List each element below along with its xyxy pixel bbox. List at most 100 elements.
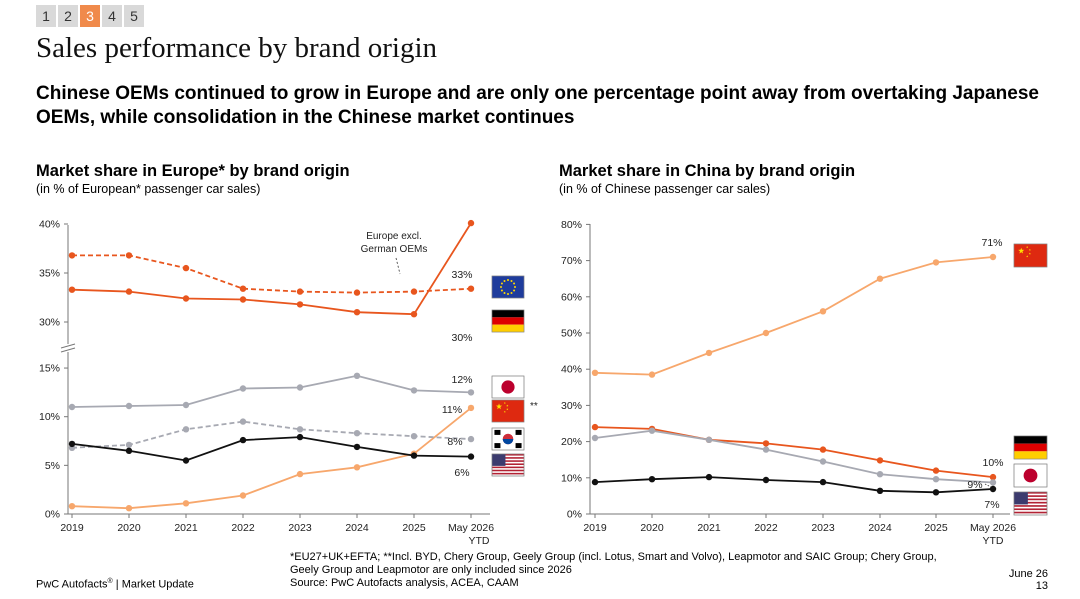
europe-point-japan-4 [296,384,304,391]
europe-end-label-usa: 6% [454,467,469,479]
europe-point-europe-excl-german-oems-7 [467,285,475,292]
europe-end-label-europe-excl-german-oems: 33% [451,269,472,281]
china-x-label-2025: 2025 [924,522,948,534]
europe-end-label-china: 11% [442,404,462,416]
brand-registered-mark: ® [107,578,113,585]
page-3-button[interactable]: 3 [80,5,100,27]
china-point-china-2 [705,349,713,357]
europe-y-tick-label-35: 35% [39,268,60,280]
europe-point-europe-excl-german-oems-5 [353,289,361,296]
footnote-source: Source: PwC Autofacts analysis, ACEA, CA… [290,577,519,589]
europe-x-label-2023: 2023 [288,522,312,534]
brand-name: PwC Autofacts [36,578,108,591]
china-point-china-0 [591,369,599,376]
china-series-line-japan [594,429,994,484]
flag-kr-icon [491,427,525,451]
china-point-germany-6 [932,467,940,474]
europe-point-korea-7 [467,435,475,443]
europe-point-germany-7 [467,219,475,227]
china-point-china-6 [932,259,940,266]
china-point-usa-6 [932,489,940,496]
brand-section: | Market Update [112,578,194,591]
flag-de-icon [1013,435,1048,460]
china-japan-label-pointer [984,483,992,488]
europe-x-label-2021: 2021 [174,522,198,534]
china-point-usa-2 [705,473,713,481]
china-point-japan-4 [819,458,827,465]
china-x-label-2019: 2019 [583,522,607,534]
china-chart-subtitle: (in % of Chinese passenger car sales) [559,182,771,196]
europe-point-germany-4 [296,301,304,308]
europe-point-usa-7 [467,453,475,460]
europe-x-label-2022: 2022 [231,522,255,534]
china-point-germany-4 [819,446,827,453]
china-point-japan-6 [932,476,940,483]
china-end-label-japan: 9% [967,479,982,491]
china-x-label-2021: 2021 [697,522,721,534]
europe-y-tick-label-0: 0% [45,509,60,521]
europe-y-tick-label-15: 15% [39,363,60,375]
europe-point-korea-4 [296,426,304,433]
europe-series-line-usa [71,436,472,462]
china-point-germany-7 [989,473,997,481]
page-subtitle: Chinese OEMs continued to grow in Europe… [36,83,1039,128]
china-point-japan-2 [705,436,713,443]
europe-point-usa-2 [182,457,190,464]
page-title: Sales performance by brand origin [36,32,438,64]
europe-axis-break-mark [60,347,76,353]
china-x-label-2024: 2024 [868,522,892,534]
europe-x-label-ytd: YTD [469,535,490,547]
page-4-button[interactable]: 4 [102,5,122,27]
china-point-china-3 [762,329,770,337]
europe-series-line-china [71,407,472,510]
europe-point-japan-7 [467,389,475,396]
china-point-usa-0 [591,478,599,486]
china-point-japan-3 [762,446,770,453]
europe-point-germany-5 [353,309,361,316]
europe-point-china-7 [467,404,475,412]
china-y-tick-label-60: 60% [561,291,582,303]
europe-point-china-0 [68,503,76,510]
china-end-label-usa: 7% [984,499,999,511]
footnote-line-1: *EU27+UK+EFTA; **Incl. BYD, Chery Group,… [290,551,937,563]
china-series-line-germany [594,426,994,478]
china-point-usa-1 [648,476,656,483]
europe-y-tick-label-10: 10% [39,411,60,423]
china-point-japan-0 [591,434,599,442]
europe-china-note: ** [530,401,538,412]
europe-end-label-japan: 12% [451,374,472,386]
china-point-japan-1 [648,427,656,434]
europe-point-germany-0 [68,286,76,293]
china-y-tick-label-10: 10% [561,472,582,484]
china-point-china-4 [819,308,827,315]
flag-jp-icon [1013,463,1048,488]
europe-point-china-1 [125,505,133,512]
europe-point-usa-1 [125,447,133,454]
europe-annotation-line-2: German OEMs [361,244,428,255]
page-5-button[interactable]: 5 [124,5,144,27]
europe-point-korea-5 [353,430,361,437]
europe-end-label-korea: 8% [447,436,462,448]
europe-point-germany-6 [410,311,418,318]
china-point-japan-7 [989,479,997,486]
china-x-label-may-2026: May 2026 [970,522,1016,534]
page-1-button[interactable]: 1 [36,5,56,27]
europe-series-line-germany [71,222,472,316]
china-y-tick-label-20: 20% [561,436,582,448]
china-series-line-china [594,256,994,376]
flag-jp-icon [491,375,525,399]
china-x-label-2020: 2020 [640,522,664,534]
europe-x-label-2020: 2020 [117,522,141,534]
europe-y-tick-label-40: 40% [39,219,60,231]
europe-point-japan-5 [353,372,361,379]
page-pager: 1 2 3 4 5 [36,5,144,27]
footnote-line-2: Geely Group and Leapmotor are only inclu… [290,564,572,576]
europe-chart-title: Market share in Europe* by brand origin [36,162,350,180]
europe-point-germany-2 [182,295,190,302]
china-point-china-1 [648,371,656,378]
europe-annotation-pointer [395,257,401,275]
europe-x-label-2024: 2024 [345,522,369,534]
europe-point-europe-excl-german-oems-2 [182,264,190,272]
china-y-tick-label-80: 80% [561,219,582,231]
page-2-button[interactable]: 2 [58,5,78,27]
